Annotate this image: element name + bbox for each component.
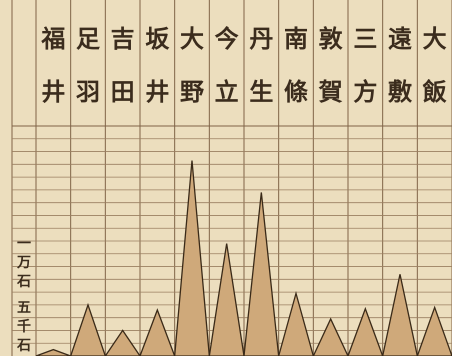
category-label-char: 吉 — [111, 24, 135, 53]
category-label-char: 足 — [76, 24, 100, 53]
category-label-char: 羽 — [76, 77, 100, 106]
mountain-layer — [35, 160, 452, 356]
y-tick-label-char: 千 — [17, 318, 31, 335]
category-label-char: 生 — [249, 77, 273, 106]
category-label-char: 今 — [215, 24, 239, 53]
category-label-char: 野 — [180, 77, 204, 106]
mountain-8 — [277, 290, 315, 356]
category-label-char: 大 — [180, 24, 204, 53]
category-label-char: 南 — [284, 24, 308, 53]
mountain-2 — [69, 302, 107, 356]
y-tick-label-char: 万 — [16, 255, 31, 271]
y-tick-label-char: 五 — [17, 300, 31, 316]
category-label-char: 敦 — [319, 24, 344, 53]
mountain-10 — [347, 306, 384, 356]
category-label-char: 立 — [215, 77, 239, 106]
mountain-1 — [35, 348, 71, 356]
y-tick-label-char: 石 — [16, 274, 31, 290]
category-label-char: 大 — [423, 24, 447, 53]
mountain-9 — [312, 317, 349, 356]
mountain-6 — [208, 243, 245, 356]
category-label-char: 賀 — [318, 77, 343, 106]
mountain-7 — [243, 192, 280, 356]
y-tick-label-char: 一 — [17, 236, 31, 252]
category-label-char: 福 — [40, 24, 65, 53]
category-label-char: 田 — [111, 77, 135, 106]
category-label-char: 丹 — [249, 24, 273, 53]
y-tick-label-char: 石 — [16, 338, 31, 354]
mountain-11 — [382, 274, 418, 356]
mountain-4 — [139, 308, 176, 356]
category-label-char: 井 — [41, 77, 65, 106]
category-label-char: 飯 — [422, 77, 447, 106]
mountain-3 — [104, 329, 141, 356]
category-label-char: 坂 — [145, 24, 170, 53]
mountain-12 — [416, 305, 452, 356]
category-label-char: 遠 — [388, 24, 412, 53]
category-label-char: 方 — [353, 77, 377, 106]
mountain-5 — [174, 160, 210, 356]
category-label-char: 敷 — [388, 77, 413, 106]
category-label-char: 井 — [145, 77, 169, 106]
category-label-char: 三 — [353, 24, 377, 53]
category-label-char: 條 — [284, 77, 308, 106]
